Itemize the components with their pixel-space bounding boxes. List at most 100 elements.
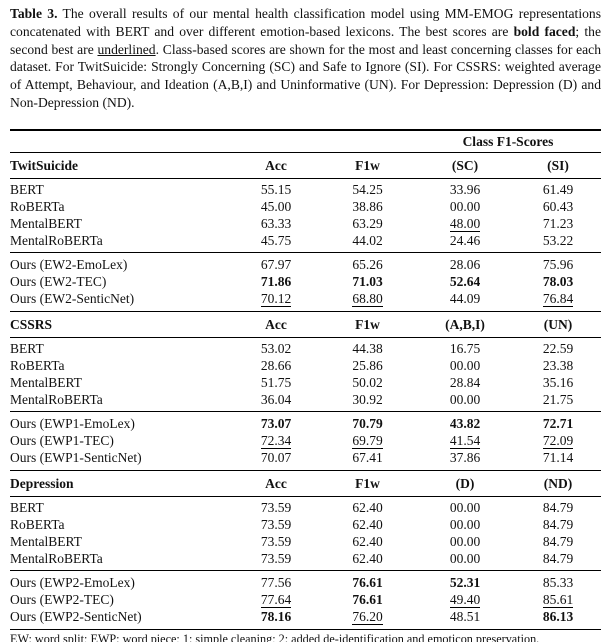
table-row: BERT 55.15 54.25 33.96 61.49 xyxy=(10,178,601,198)
value-cell: 63.33 xyxy=(232,215,320,232)
value: 73.07 xyxy=(260,415,292,431)
value-cell: 62.40 xyxy=(320,516,415,533)
value-cell: 73.59 xyxy=(232,516,320,533)
value-cell: 73.07 xyxy=(232,410,320,432)
value: 28.84 xyxy=(449,374,481,390)
value-cell: 84.79 xyxy=(515,496,601,516)
row-label: Ours (EW2-EmoLex) xyxy=(10,251,232,273)
row-label: Ours (EW2-TEC) xyxy=(10,273,107,289)
value: 36.04 xyxy=(260,391,292,407)
value: 72.71 xyxy=(542,415,574,431)
value-cell: 85.61 xyxy=(515,591,601,608)
section-header-row: TwitSuicide Acc F1w (SC) (SI) xyxy=(10,151,601,179)
value-cell: 70.12 xyxy=(232,290,320,312)
value-cell: 76.20 xyxy=(320,608,415,630)
caption-label: Table 3. xyxy=(10,6,58,21)
value: 48.00 xyxy=(449,215,481,232)
value: 85.33 xyxy=(542,574,574,590)
value: 70.07 xyxy=(260,449,292,465)
value-cell: 51.75 xyxy=(232,374,320,391)
value: 76.61 xyxy=(352,574,383,590)
value: 41.54 xyxy=(449,432,481,449)
table-row: MentalRoBERTa 45.75 44.02 24.46 53.22 xyxy=(10,232,601,253)
table-row: RoBERTa 73.59 62.40 00.00 84.79 xyxy=(10,516,601,533)
value: 72.09 xyxy=(542,432,574,449)
value-cell: 30.92 xyxy=(320,391,415,412)
value: 23.38 xyxy=(542,357,574,373)
value: 28.66 xyxy=(260,357,292,373)
value: 00.00 xyxy=(449,198,481,214)
table-row: Ours (EWP2-SenticNet) 78.16 76.20 48.51 86.1… xyxy=(10,608,601,630)
value-cell: 67.41 xyxy=(320,449,415,471)
table-row: RoBERTa 45.00 38.86 00.00 60.43 xyxy=(10,198,601,215)
value: 54.25 xyxy=(352,181,383,197)
value-cell: 00.00 xyxy=(415,496,515,516)
value: 49.40 xyxy=(449,591,481,608)
table-row: MentalBERT 63.33 63.29 48.00 71.23 xyxy=(10,215,601,232)
table-row: BERT 53.02 44.38 16.75 22.59 xyxy=(10,337,601,357)
value-cell: 72.09 xyxy=(515,432,601,449)
column-header: (A,B,I) xyxy=(415,310,515,338)
value: 84.79 xyxy=(542,550,574,566)
value-cell: 36.04 xyxy=(232,391,320,412)
value: 67.97 xyxy=(260,256,292,272)
value-cell: 00.00 xyxy=(415,357,515,374)
column-header: Acc xyxy=(232,310,320,338)
value-cell: 44.02 xyxy=(320,232,415,253)
value-cell: 00.00 xyxy=(415,391,515,412)
value: 24.46 xyxy=(449,232,481,248)
column-header: (ND) xyxy=(515,469,601,497)
value-cell: 44.09 xyxy=(415,290,515,312)
value: 75.96 xyxy=(542,256,574,272)
value-cell: 52.31 xyxy=(415,569,515,591)
value: 53.22 xyxy=(542,232,574,248)
value: 00.00 xyxy=(449,533,481,549)
value: 76.61 xyxy=(352,591,383,607)
results-table-body: Class F1-Scores TwitSuicide Acc F1w (SC) (SI… xyxy=(10,129,601,630)
value: 77.56 xyxy=(260,574,292,590)
value-cell: 78.03 xyxy=(515,273,601,290)
value-cell: 28.66 xyxy=(232,357,320,374)
value-cell: 60.43 xyxy=(515,198,601,215)
value-cell: 73.59 xyxy=(232,533,320,550)
value: 25.86 xyxy=(352,357,383,373)
value-cell: 71.14 xyxy=(515,449,601,471)
value-cell: 84.79 xyxy=(515,516,601,533)
value-cell: 68.80 xyxy=(320,290,415,312)
value-cell: 45.00 xyxy=(232,198,320,215)
value-cell: 71.23 xyxy=(515,215,601,232)
section-name: CSSRS xyxy=(10,310,232,338)
value-cell: 45.75 xyxy=(232,232,320,253)
row-label: Ours (EWP1-TEC) xyxy=(10,432,114,448)
results-table: Class F1-Scores TwitSuicide Acc F1w (SC) (SI… xyxy=(10,128,601,630)
value-cell: 77.56 xyxy=(232,569,320,591)
table-row: Ours (EW2-SenticNet) 70.12 68.80 44.09 76.84 xyxy=(10,290,601,312)
value: 00.00 xyxy=(449,391,481,407)
value-cell: 78.16 xyxy=(232,608,320,630)
value: 00.00 xyxy=(449,550,481,566)
value: 55.15 xyxy=(260,181,292,197)
value-cell: 65.26 xyxy=(320,251,415,273)
column-header: (D) xyxy=(415,469,515,497)
value-cell: 86.13 xyxy=(515,608,601,630)
value: 67.41 xyxy=(352,449,383,465)
value: 00.00 xyxy=(449,357,481,373)
value: 71.03 xyxy=(352,273,383,289)
span-header-spacer xyxy=(10,129,415,153)
value-cell: 41.54 xyxy=(415,432,515,449)
value: 21.75 xyxy=(542,391,574,407)
value: 70.12 xyxy=(260,290,292,307)
table-footnote: EW: word split; EWP: word piece; 1: simp… xyxy=(10,631,540,642)
caption-text-3: . Class-based scores are shown for the m… xyxy=(10,41,601,110)
table-caption: Table 3. The overall results of our ment… xyxy=(10,5,601,112)
value-cell: 76.61 xyxy=(320,569,415,591)
value-cell: 44.38 xyxy=(320,337,415,357)
value-cell: 16.75 xyxy=(415,337,515,357)
value-cell: 67.97 xyxy=(232,251,320,273)
value: 50.02 xyxy=(352,374,383,390)
row-label: MentalRoBERTa xyxy=(10,232,103,248)
value: 60.43 xyxy=(542,198,574,214)
value: 84.79 xyxy=(542,516,574,532)
value-cell: 43.82 xyxy=(415,410,515,432)
value: 73.59 xyxy=(260,499,292,515)
